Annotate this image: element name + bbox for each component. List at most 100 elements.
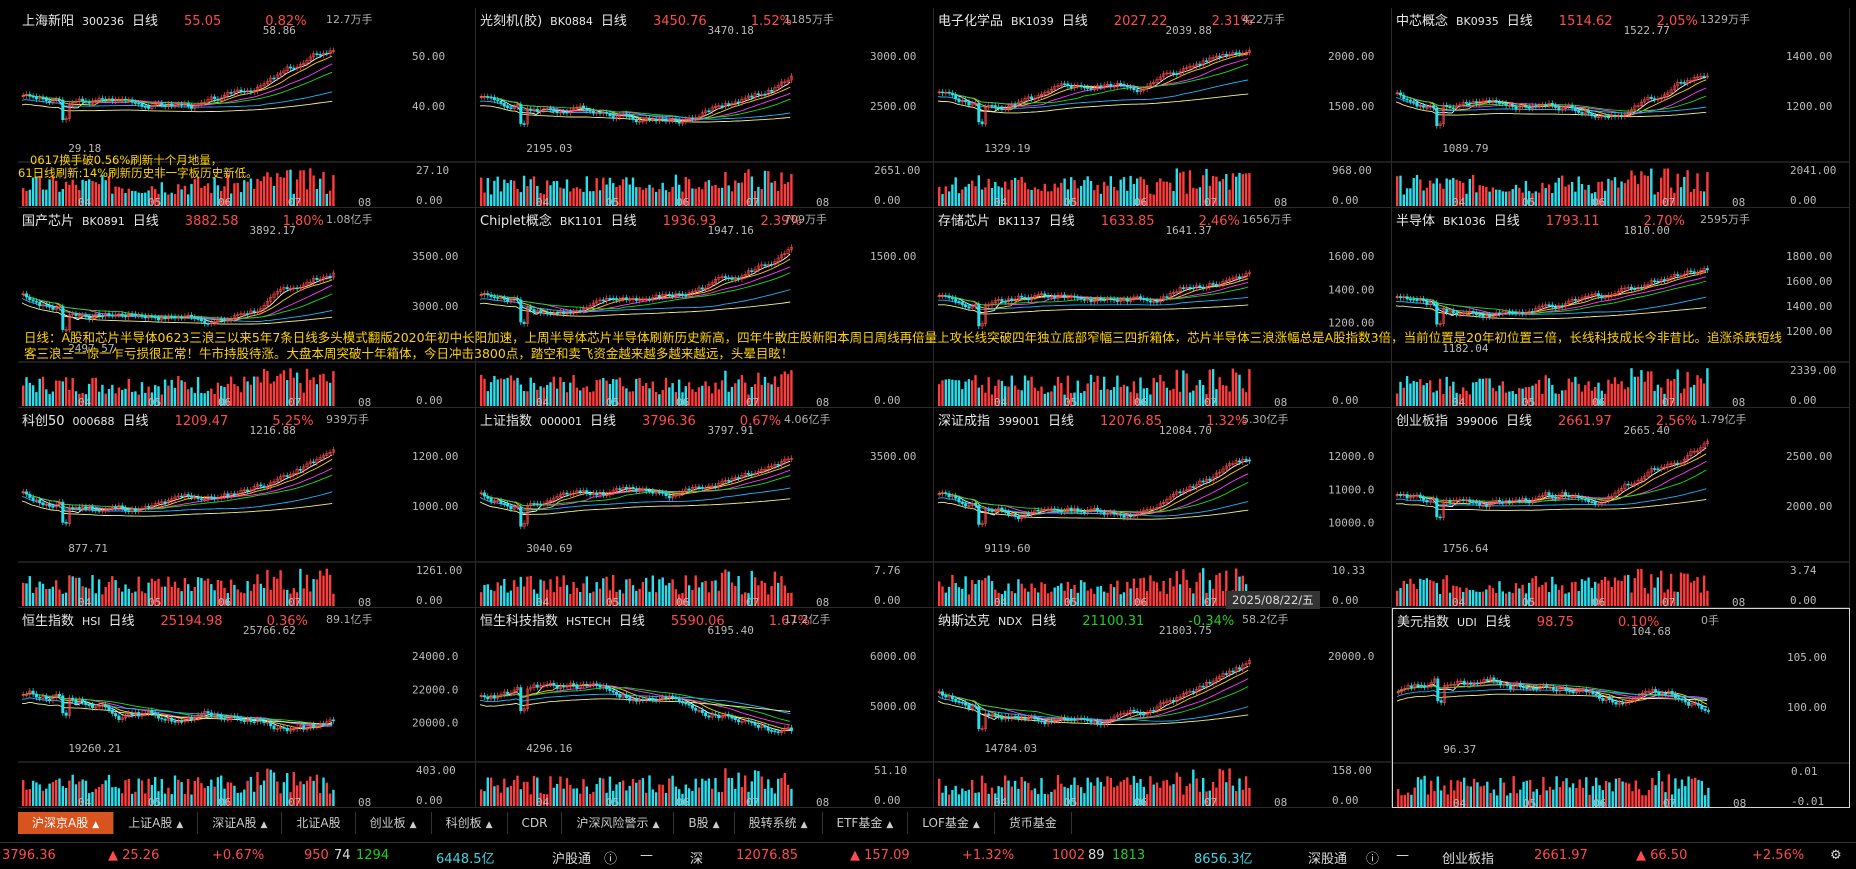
candle [648,491,650,492]
candlestick-chart[interactable]: 24000.022000.020000.0403.000.0025766.621… [18,608,476,808]
volume-bar [48,179,50,206]
volume-bar [1106,389,1108,406]
y-tick-label: 50.00 [412,50,445,63]
volume-bar [1509,793,1511,807]
candle [645,489,647,491]
candlestick-chart[interactable]: 1200.001000.001261.000.001216.88877.7104… [18,408,476,608]
volume-bar [777,191,779,206]
volume-bar [319,179,321,206]
candle [1561,306,1563,307]
candle [1409,100,1411,101]
volume-bar [991,581,993,606]
volume-bar [1186,580,1188,606]
volume-bar [1701,781,1703,807]
volume-bar [728,392,730,406]
volume-bar [523,782,525,806]
volume-bar [1608,782,1610,807]
volume-bar [1479,185,1481,206]
volume-bar [303,784,305,806]
y-tick-label: 2000.00 [1328,50,1374,63]
candlestick-chart[interactable]: 2000.001500.00968.000.002039.881329.1904… [934,8,1392,208]
candle [124,99,126,100]
volume-bar [171,380,173,406]
volume-bar [312,781,314,806]
volume-bar [767,383,769,406]
candle [737,102,739,103]
volume-tick-label: 158.00 [1332,764,1372,777]
volume-bar [1106,776,1108,806]
volume-bar [65,377,67,406]
y-tick-label: 5000.00 [870,700,916,713]
volume-bar [1030,790,1032,806]
volume-bar [322,374,324,406]
volume-bar [1644,382,1646,406]
volume-bar [1083,391,1085,406]
volume-bar [1399,588,1401,606]
volume-bar [1162,781,1164,806]
volume-bar [309,591,311,606]
candlestick-chart[interactable]: 1800.001600.001400.001200.002339.000.001… [1392,208,1850,408]
volume-bar [945,786,947,806]
candle [1040,721,1042,722]
volume-bar [483,379,485,406]
volume-bar [579,189,581,206]
volume-bar [1093,594,1095,606]
candlestick-chart[interactable]: 1400.001200.002041.000.001522.771089.790… [1392,8,1850,208]
candle [721,106,723,107]
volume-bar [144,593,146,606]
candle [35,301,37,302]
volume-bar [1614,377,1616,406]
volume-bar [329,575,331,606]
volume-bar [1129,176,1131,206]
volume-bar [1564,390,1566,406]
candle [691,118,693,119]
volume-bar [1686,372,1688,406]
candle [260,720,262,722]
candlestick-chart[interactable]: 12000.011000.010000.010.330.0012084.7091… [934,408,1392,608]
x-tick-label: 04 [536,796,550,808]
candle [506,299,508,301]
candlestick-chart[interactable]: 3000.002500.002651.000.003470.182195.030… [476,8,934,208]
volume-bar [1096,778,1098,806]
volume-bar [1232,369,1234,406]
volume-bar [256,574,258,606]
volume-bar [174,194,176,206]
candle [516,298,518,299]
volume-bar [704,182,706,206]
candle [764,94,766,95]
volume-bar [1195,385,1197,406]
volume-bar [138,395,140,406]
volume-bar [1432,183,1434,206]
volume-bar [253,377,255,406]
volume-bar [1414,788,1416,807]
volume-bar [124,780,126,806]
volume-bar [210,584,212,606]
volume-bar [1554,393,1556,406]
volume-bar [1650,574,1652,606]
volume-bar [1182,795,1184,806]
volume-bar [1426,188,1428,206]
